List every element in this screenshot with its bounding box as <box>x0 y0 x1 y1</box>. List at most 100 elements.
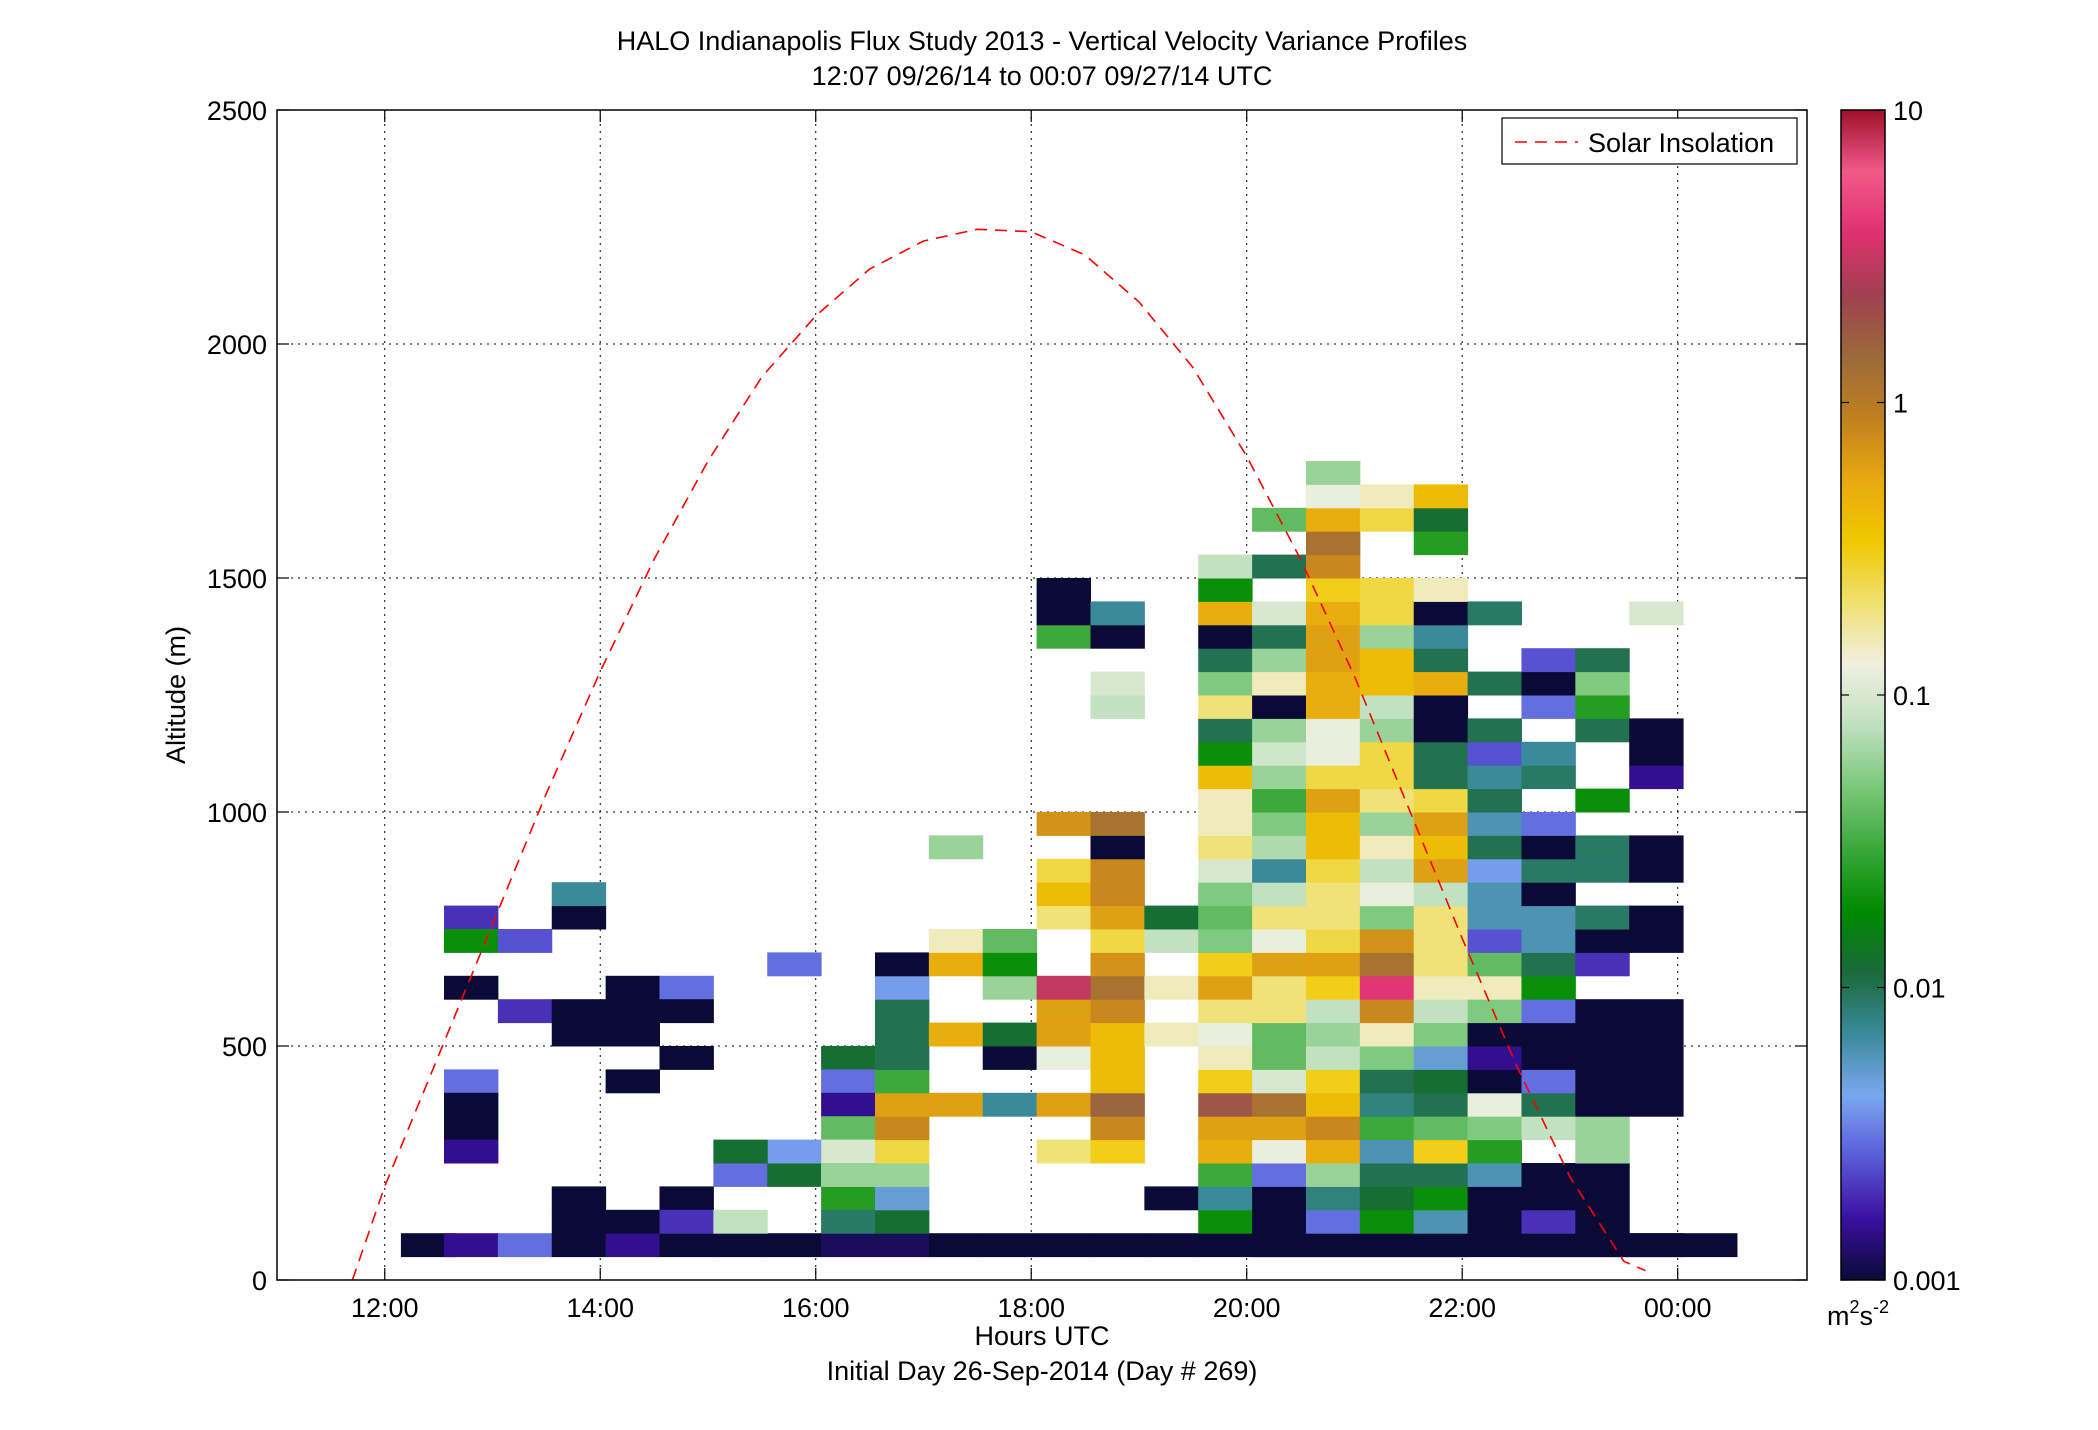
heatmap-cell <box>1521 929 1576 953</box>
heatmap-cell <box>400 1233 456 1258</box>
heatmap-cell <box>1198 812 1253 836</box>
heatmap-cell <box>1359 882 1415 907</box>
heatmap-cell <box>1467 1116 1522 1141</box>
heatmap-cell <box>821 1092 876 1117</box>
heatmap-cell <box>1305 484 1361 509</box>
heatmap-cell <box>1359 484 1415 509</box>
heatmap-cell <box>713 1139 768 1164</box>
heatmap-cell <box>1090 1022 1145 1047</box>
heatmap-cell <box>1521 648 1576 673</box>
heatmap-cell <box>1198 1163 1253 1187</box>
heatmap-cell <box>928 835 984 860</box>
heatmap-cell <box>1467 1209 1522 1234</box>
heatmap-cell <box>1252 624 1307 649</box>
heatmap-cell <box>1036 858 1091 883</box>
legend: Solar Insolation <box>1501 117 1798 165</box>
heatmap-cell <box>1305 1046 1361 1070</box>
x-tick-label: 18:00 <box>997 1293 1065 1323</box>
heatmap-cell <box>1198 952 1253 977</box>
heatmap-cell <box>1575 858 1630 883</box>
heatmap-cell <box>1521 765 1576 790</box>
heatmap-cell <box>1467 1233 1522 1258</box>
heatmap-cell <box>1305 975 1361 1000</box>
heatmap-cell <box>1629 1022 1684 1047</box>
heatmap-cell <box>1521 858 1576 883</box>
heatmap-cell <box>821 1186 876 1211</box>
heatmap-cell <box>1521 671 1576 696</box>
heatmap-cell <box>1198 1233 1253 1258</box>
heatmap-cell <box>1252 1046 1307 1070</box>
heatmap-cell <box>1467 812 1522 836</box>
heatmap-cell <box>1252 1069 1307 1094</box>
heatmap-cell <box>1575 788 1630 813</box>
heatmap-cell <box>1467 1163 1522 1187</box>
heatmap-cell <box>1467 765 1522 790</box>
heatmap-cell <box>1575 671 1630 696</box>
heatmap-cell <box>1467 1139 1522 1164</box>
legend-label: Solar Insolation <box>1588 128 1774 158</box>
heatmap-cell <box>1198 929 1253 953</box>
colorbar-unit-exp1: 2 <box>1850 1297 1860 1317</box>
heatmap-cell <box>1629 999 1684 1024</box>
colorbar-unit-s: s <box>1860 1301 1874 1331</box>
colorbar-tick-label: 0.01 <box>1893 974 1946 1004</box>
heatmap-cell <box>1090 1046 1145 1070</box>
y-tick-label: 500 <box>222 1032 267 1062</box>
heatmap-cell <box>874 1022 930 1047</box>
heatmap-cell <box>1305 718 1361 743</box>
heatmap-cell <box>928 1022 984 1047</box>
heatmap-cell <box>659 1209 714 1234</box>
heatmap-cells <box>400 461 1738 1258</box>
heatmap-cell <box>1575 999 1630 1024</box>
heatmap-cell <box>1305 671 1361 696</box>
heatmap-cell <box>1036 1022 1091 1047</box>
heatmap-cell <box>874 999 930 1024</box>
colorbar-tick-label: 1 <box>1893 389 1908 419</box>
heatmap-cell <box>874 1233 930 1258</box>
heatmap-cell <box>1575 929 1630 953</box>
heatmap-cell <box>1467 905 1522 930</box>
heatmap-cell <box>1413 1069 1469 1094</box>
heatmap-cell <box>874 952 930 977</box>
heatmap-cell <box>1090 999 1145 1024</box>
heatmap-cell <box>1090 1116 1145 1141</box>
heatmap-cell <box>1090 929 1145 953</box>
heatmap-cell <box>1521 1022 1576 1047</box>
heatmap-cell <box>982 1233 1038 1258</box>
heatmap-cell <box>1521 1163 1576 1187</box>
heatmap-cell <box>1521 835 1576 860</box>
heatmap-cell <box>1467 975 1522 1000</box>
heatmap-cell <box>659 999 714 1024</box>
heatmap-cell <box>1413 882 1469 907</box>
heatmap-cell <box>1359 507 1415 532</box>
heatmap-cell <box>1090 695 1145 719</box>
heatmap-cell <box>444 1116 499 1141</box>
heatmap-cell <box>1305 601 1361 626</box>
heatmap-cell <box>551 905 607 930</box>
heatmap-cell <box>1252 601 1307 626</box>
chart-subtitle: 12:07 09/26/14 to 00:07 09/27/14 UTC <box>812 61 1273 91</box>
heatmap-cell <box>821 1046 876 1070</box>
heatmap-cell <box>713 1233 768 1258</box>
heatmap-cell <box>1629 1092 1684 1117</box>
heatmap-cell <box>1359 1233 1415 1258</box>
heatmap-cell <box>1413 858 1469 883</box>
heatmap-cell <box>1359 718 1415 743</box>
heatmap-cell <box>1252 765 1307 790</box>
heatmap-cell <box>982 975 1038 1000</box>
heatmap-cell <box>1252 671 1307 696</box>
heatmap-cell <box>1413 741 1469 766</box>
heatmap-cell <box>1198 1069 1253 1094</box>
heatmap-cell <box>1036 601 1091 626</box>
y-tick-label: 2500 <box>207 96 267 126</box>
heatmap-cell <box>1252 718 1307 743</box>
heatmap-cell <box>1359 648 1415 673</box>
heatmap-cell <box>1413 671 1469 696</box>
heatmap-cell <box>1575 1163 1630 1187</box>
heatmap-cell <box>874 1139 930 1164</box>
heatmap-cell <box>1090 835 1145 860</box>
heatmap-cell <box>1521 695 1576 719</box>
heatmap-cell <box>1359 695 1415 719</box>
heatmap-cell <box>1359 601 1415 626</box>
heatmap-cell <box>1198 554 1253 579</box>
